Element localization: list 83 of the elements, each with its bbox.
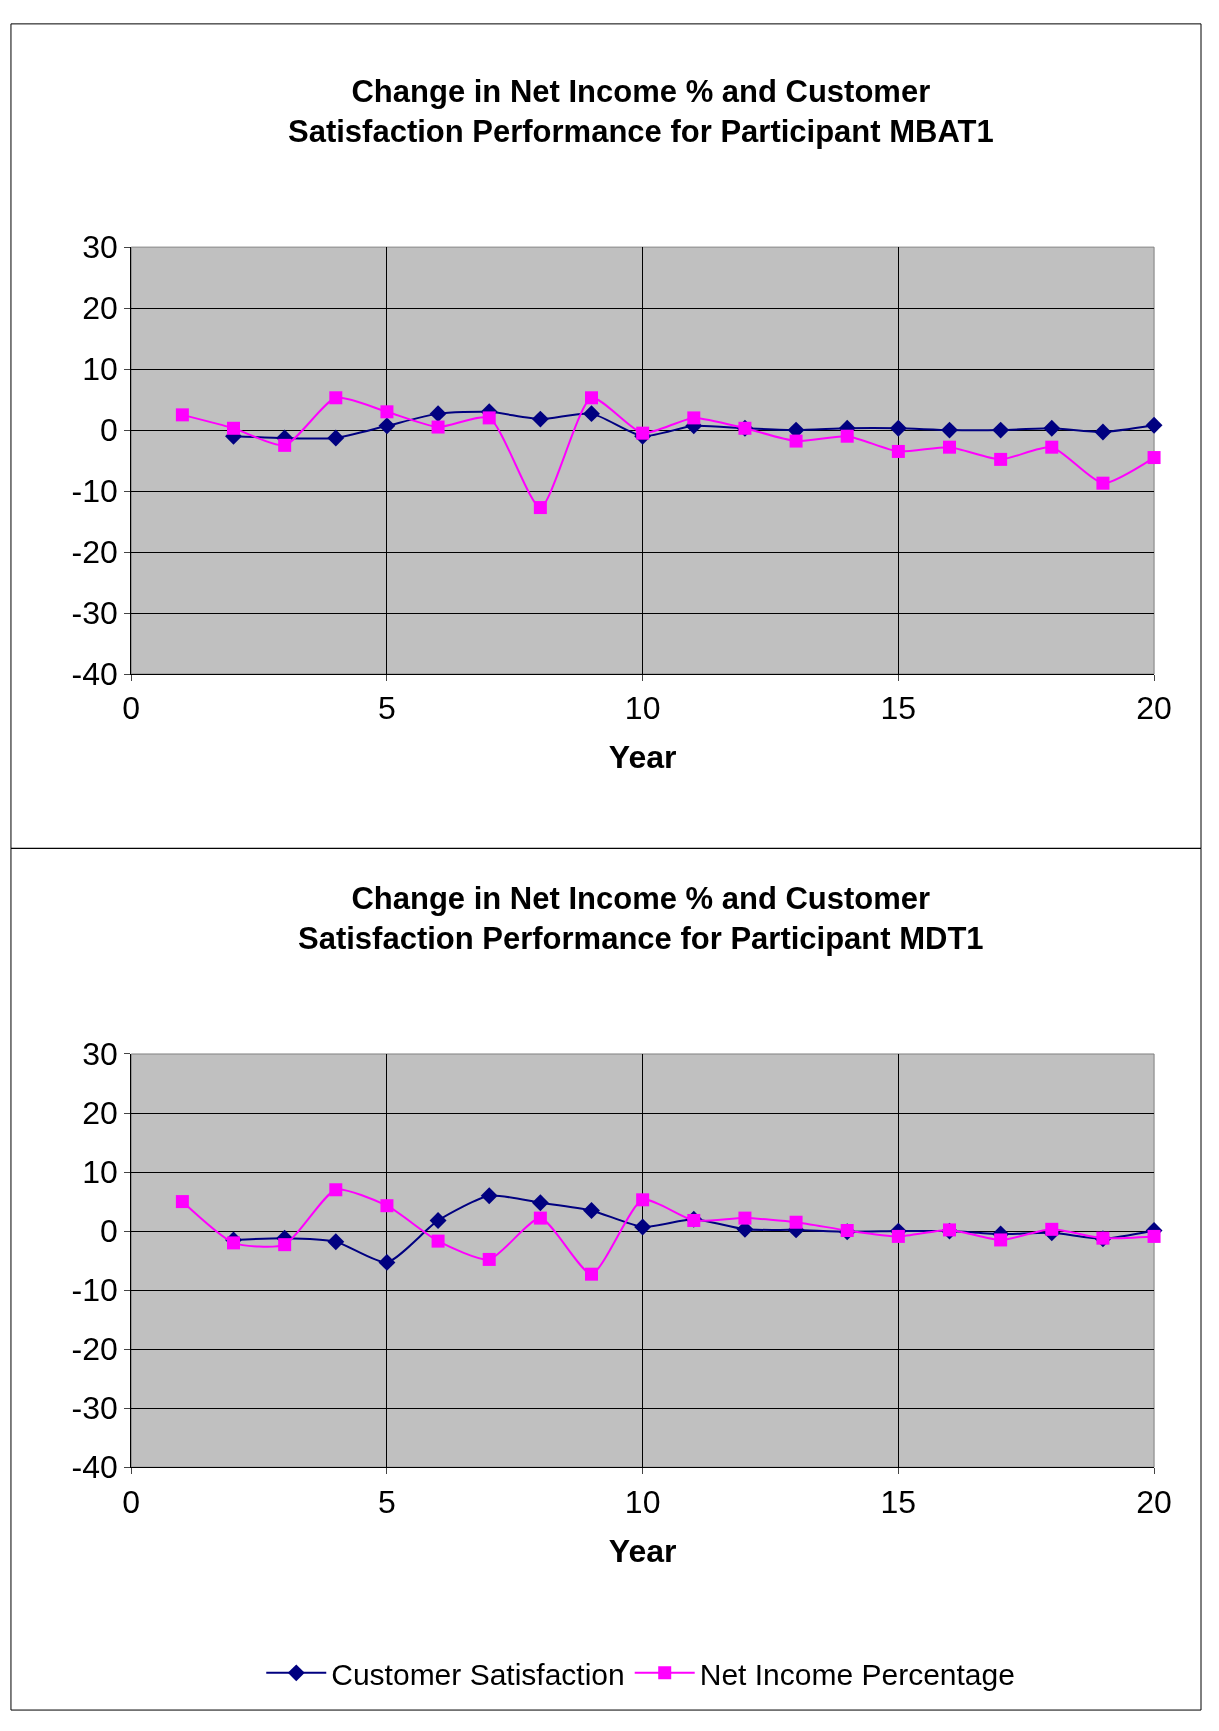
point — [891, 1229, 905, 1243]
point — [329, 391, 343, 405]
point — [789, 1215, 803, 1229]
point — [687, 411, 701, 425]
y-tick-label: 0 — [100, 412, 118, 449]
point — [431, 420, 445, 434]
point — [378, 1253, 396, 1271]
y-tick-label: 10 — [82, 1154, 118, 1191]
point — [227, 1236, 241, 1250]
point — [482, 1252, 496, 1266]
y-tick-label: -40 — [71, 656, 118, 693]
y-tick-label: -20 — [71, 1331, 118, 1368]
point — [585, 1267, 598, 1281]
point — [634, 1218, 652, 1236]
point — [533, 1211, 547, 1225]
y-tick-label: -40 — [71, 1449, 118, 1486]
point — [480, 1187, 498, 1205]
x-tick-label: 20 — [1136, 690, 1172, 727]
y-tick-label: 10 — [82, 351, 118, 388]
point — [533, 501, 547, 515]
point — [1147, 1229, 1161, 1243]
y-tick-label: 30 — [82, 1036, 118, 1073]
point — [941, 421, 958, 439]
y-tick-label: 0 — [100, 1213, 118, 1250]
point — [380, 405, 394, 419]
chart-title: Change in Net Income % and Customer Satisfaction Performance for Participant MBAT1 — [288, 74, 994, 150]
point — [583, 405, 600, 423]
point — [1145, 416, 1163, 434]
x-axis-title: Year — [608, 1532, 677, 1569]
chart-title: Change in Net Income % and Customer Satisfaction Performance for Participant MDT1 — [298, 881, 984, 957]
point — [327, 1233, 345, 1251]
point — [380, 1199, 394, 1213]
x-tick-label: 15 — [880, 1483, 917, 1520]
point — [431, 1234, 445, 1248]
point — [1045, 440, 1059, 454]
y-tick-label: -20 — [71, 534, 118, 571]
point — [994, 1233, 1008, 1247]
y-tick-label: -10 — [71, 473, 118, 510]
point — [531, 410, 549, 428]
x-axis-title: Year — [608, 739, 677, 776]
point — [636, 426, 650, 440]
point — [175, 1195, 189, 1209]
y-tick-label: 20 — [82, 290, 118, 327]
legend-label: Customer Satisfaction — [331, 1657, 625, 1691]
y-tick-label: -30 — [71, 1390, 118, 1427]
point — [227, 421, 241, 435]
point — [531, 1194, 549, 1212]
point — [327, 429, 345, 447]
y-tick-label: -10 — [71, 1272, 118, 1309]
x-tick-label: 5 — [378, 1483, 396, 1520]
point — [278, 438, 292, 452]
point — [585, 391, 598, 405]
point — [583, 1201, 600, 1219]
x-tick-label: 15 — [880, 690, 917, 727]
point — [1147, 451, 1161, 465]
point — [636, 1193, 650, 1207]
x-tick-label: 5 — [378, 690, 396, 727]
point — [278, 1238, 292, 1252]
x-tick-label: 10 — [624, 1483, 661, 1520]
y-tick-label: -30 — [71, 595, 118, 632]
point — [738, 1211, 752, 1225]
point — [429, 405, 447, 423]
point — [1043, 419, 1061, 437]
point — [994, 452, 1008, 466]
x-tick-label: 20 — [1136, 1483, 1172, 1520]
point — [175, 408, 189, 422]
legend-label: Net Income Percentage — [699, 1657, 1015, 1691]
point — [891, 444, 905, 458]
point — [1094, 423, 1112, 441]
point — [943, 440, 956, 454]
point — [840, 429, 854, 443]
point — [482, 411, 496, 425]
y-tick-label: 20 — [82, 1095, 118, 1132]
point — [789, 434, 803, 448]
point — [889, 419, 907, 437]
point — [1045, 1222, 1059, 1236]
point — [429, 1212, 447, 1229]
point — [1096, 476, 1110, 490]
point — [992, 421, 1010, 439]
point — [378, 417, 396, 435]
y-tick-label: 30 — [82, 229, 118, 266]
x-tick-label: 10 — [624, 690, 661, 727]
point — [329, 1183, 343, 1197]
